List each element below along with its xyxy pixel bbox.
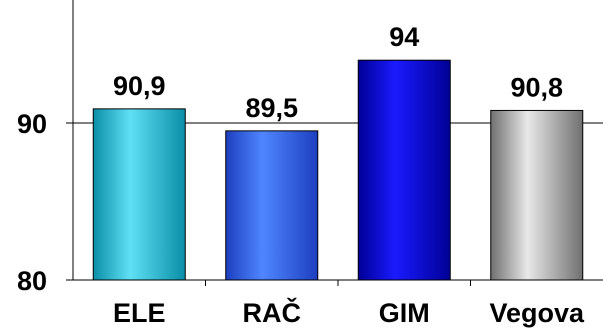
x-tick-label-vegova: Vegova <box>489 298 585 328</box>
data-label-gim: 94 <box>389 22 419 52</box>
data-label-rač: 89,5 <box>245 93 298 123</box>
axes <box>66 0 603 286</box>
bar-ele <box>92 108 186 281</box>
data-label-ele: 90,9 <box>113 71 166 101</box>
bar-gim <box>357 59 451 281</box>
x-tick-label-gim: GIM <box>379 298 430 328</box>
bar-vegova <box>490 109 584 281</box>
y-tick-label: 90 <box>17 109 47 139</box>
x-tick-label-ele: ELE <box>113 298 166 328</box>
y-tick-label: 80 <box>17 266 47 296</box>
labels: 80 90 90,9 ELE 89,5 RAČ 94 GIM 90,8 Vegova <box>17 22 585 328</box>
bar-rač <box>225 130 319 281</box>
data-label-vegova: 90,8 <box>510 72 563 102</box>
bars <box>92 59 584 281</box>
x-tick-label-rač: RAČ <box>243 297 302 328</box>
